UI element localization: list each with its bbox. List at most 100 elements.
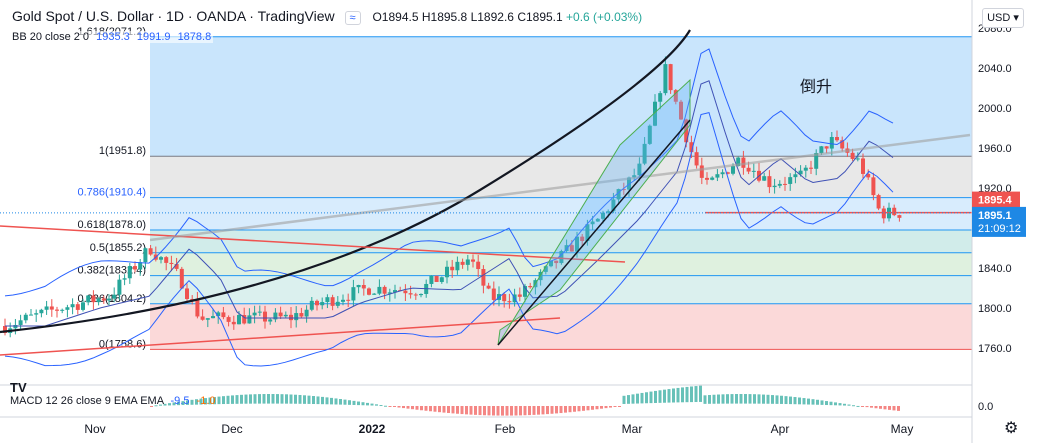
bollinger-legend[interactable]: BB 20 close 2 0 1935.3 1991.9 1878.8	[10, 31, 214, 43]
macd-bar	[735, 394, 738, 404]
candle-body	[465, 259, 470, 265]
fib-label: 0.618(1878.0)	[78, 219, 147, 231]
macd-bar	[172, 402, 176, 406]
macd-bar	[843, 403, 846, 406]
candle-body	[647, 125, 652, 144]
x-tick-label: Apr	[771, 422, 790, 436]
macd-bar	[226, 395, 230, 404]
macd-bar	[447, 406, 450, 414]
candle-body	[216, 312, 221, 317]
candle-body	[320, 302, 325, 306]
currency-label: USD	[987, 12, 1011, 24]
macd-bar	[150, 406, 153, 407]
candle-body	[159, 257, 163, 260]
bollinger-basis-line	[5, 80, 894, 327]
macd-bar	[771, 395, 774, 404]
candle-body	[294, 313, 299, 321]
candle-body	[107, 298, 111, 301]
low-value: L1892.6	[470, 10, 514, 24]
macd-bar	[501, 406, 504, 416]
candle-body	[450, 266, 455, 271]
candle-body	[679, 101, 683, 120]
candle-body	[668, 64, 673, 91]
candle-body	[117, 279, 122, 295]
candle-body	[881, 208, 886, 219]
candle-body	[122, 278, 127, 280]
candle-body	[382, 286, 387, 294]
candle-body	[356, 284, 361, 288]
currency-select[interactable]: USD ▾	[982, 8, 1024, 28]
candle-body	[49, 306, 54, 310]
macd-bar	[717, 394, 720, 404]
bollinger-upper: 1991.9	[136, 31, 171, 43]
candle-body	[549, 260, 553, 267]
bollinger-upper-line	[4, 48, 894, 297]
macd-bar	[811, 399, 815, 405]
candle-body	[283, 314, 288, 317]
macd-bar	[348, 400, 351, 405]
macd-bar	[564, 406, 567, 413]
macd-bar	[460, 406, 464, 415]
candle-body	[741, 157, 746, 168]
macd-bar	[375, 404, 378, 406]
macd-bar	[591, 406, 594, 410]
candle-body	[559, 251, 564, 264]
candle-body	[606, 211, 611, 213]
candle-body	[361, 284, 366, 289]
macd-bar	[663, 389, 666, 403]
macd-bar	[838, 403, 842, 406]
macd-bar	[159, 404, 162, 406]
candle-body	[13, 324, 18, 329]
macd-bar	[208, 397, 212, 405]
candle-body	[299, 313, 304, 317]
macd-bar	[303, 395, 306, 404]
macd-signal-value: -1.0	[196, 395, 216, 407]
candle-body	[221, 312, 226, 318]
macd-bar	[852, 405, 855, 407]
macd-bar	[708, 395, 711, 404]
macd-bar	[330, 397, 333, 405]
macd-bar	[892, 406, 896, 411]
candle-body	[112, 294, 117, 299]
candle-body	[445, 266, 449, 278]
y-tick-label: 2000.0	[978, 103, 1012, 115]
macd-bar	[213, 397, 216, 405]
candle-body	[226, 317, 231, 322]
candle-body	[491, 288, 496, 300]
candle-body	[481, 269, 486, 286]
candle-body	[133, 266, 137, 270]
candle-body	[746, 167, 751, 172]
candle-body	[39, 309, 44, 314]
candle-body	[850, 152, 855, 159]
symbol-title: Gold Spot / U.S. Dollar · 1D · OANDA · T…	[12, 8, 335, 24]
x-tick-label: 2022	[359, 422, 386, 436]
macd-bar	[636, 393, 639, 404]
ohlc-readout: O1894.5 H1895.8 L1892.6 C1895.1 +0.6 (+0…	[372, 10, 642, 24]
current-price-tag	[972, 206, 1026, 237]
macd-legend[interactable]: MACD 12 26 close 9 EMA EMA -9.5 -1.0	[10, 395, 216, 407]
macd-bar	[384, 405, 387, 407]
macd-bar	[874, 406, 878, 409]
macd-bar	[703, 395, 707, 404]
candle-body	[408, 293, 413, 295]
macd-bar	[897, 406, 900, 411]
bollinger-lower-line	[4, 112, 894, 367]
close-value: C1895.1	[517, 10, 563, 24]
fib-label: 0.786(1910.4)	[78, 187, 147, 199]
macd-bar	[298, 394, 302, 404]
x-tick-label: May	[891, 422, 914, 436]
macd-bar	[586, 406, 590, 411]
macd-bar	[379, 405, 383, 407]
macd-bar	[442, 406, 446, 413]
candle-body	[637, 163, 642, 176]
macd-bar	[393, 406, 396, 407]
rising-support-line	[0, 317, 561, 356]
indicator-toggle-button[interactable]: ≈	[344, 11, 361, 25]
macd-bar	[510, 406, 513, 416]
macd-bar	[235, 395, 239, 404]
macd-bar	[514, 406, 518, 416]
gear-icon[interactable]: ⚙	[1004, 420, 1019, 437]
macd-bar	[249, 394, 252, 404]
macd-bar	[690, 386, 693, 403]
